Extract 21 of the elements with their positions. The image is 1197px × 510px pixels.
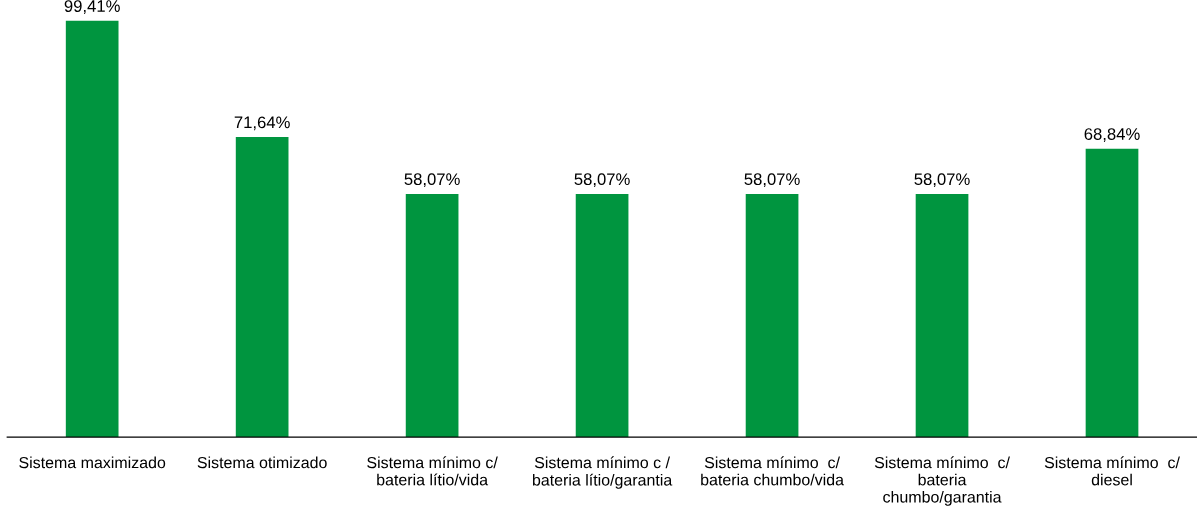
x-tick-label: Sistema mínimo c/ bateria lítio/vida bbox=[367, 456, 498, 486]
x-tick-label: Sistema mínimo c/ bateria chumbo/vida bbox=[701, 456, 844, 486]
x-tick-label: Sistema mínimo c/ diesel bbox=[1044, 456, 1180, 486]
x-tick-label: Sistema otimizado bbox=[197, 456, 327, 469]
bar bbox=[235, 137, 289, 438]
bar bbox=[745, 193, 799, 438]
data-label: 99,41% bbox=[64, 0, 120, 14]
data-label: 58,07% bbox=[914, 173, 970, 188]
bar bbox=[575, 193, 629, 438]
bar bbox=[405, 193, 459, 438]
data-label: 58,07% bbox=[744, 173, 800, 188]
data-label: 58,07% bbox=[574, 173, 630, 188]
bar bbox=[1085, 148, 1139, 438]
data-label: 68,84% bbox=[1084, 128, 1140, 142]
data-label: 58,07% bbox=[404, 173, 460, 188]
bar bbox=[65, 20, 119, 438]
data-label: 71,64% bbox=[234, 116, 290, 131]
bar bbox=[915, 193, 969, 438]
x-tick-label: Sistema maximizado bbox=[19, 456, 166, 469]
x-tick-label: Sistema mínimo c/ bateria chumbo/garantia bbox=[874, 456, 1010, 506]
x-tick-label: Sistema mínimo c / bateria lítio/garantia bbox=[532, 456, 673, 489]
